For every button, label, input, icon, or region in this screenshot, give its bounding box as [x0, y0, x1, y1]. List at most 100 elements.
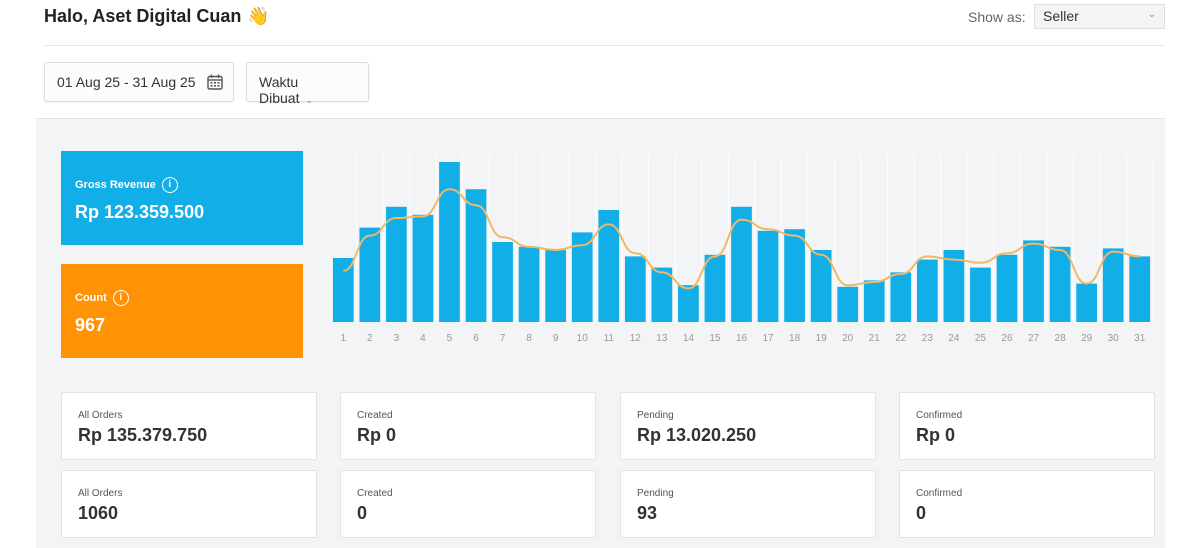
stat-card-value: 0: [916, 503, 927, 523]
bar-day-19[interactable]: [810, 250, 832, 322]
info-icon[interactable]: i: [112, 290, 129, 306]
x-tick-label: 3: [394, 333, 400, 344]
bar-day-30[interactable]: [1102, 248, 1124, 322]
stat-card-pending-revenue: Pending Rp 13.020.250: [620, 392, 876, 460]
stat-card-value: Rp 13.020.250: [637, 425, 757, 445]
daily-chart: 1 2 3 4 5 6 7 8 9 10 11 12 13 14 15 16 17 18 19 20 21 22 23 24 2…: [330, 155, 1153, 344]
stat-card-label: All Orders: [78, 488, 123, 499]
bar-day-13[interactable]: [651, 267, 673, 322]
bar-day-15[interactable]: [704, 254, 726, 322]
page-header: Halo, Aset Digital Cuan 👋 Show as: Seller…: [44, 0, 1165, 46]
chevron-down-icon: ⌄: [1147, 9, 1156, 20]
x-tick-label: 12: [630, 333, 642, 344]
stat-card-value: 0: [357, 503, 368, 523]
time-basis-select[interactable]: Waktu Dibuat ⌄: [246, 62, 369, 106]
bar-day-22[interactable]: [890, 272, 912, 322]
date-range-picker[interactable]: 01 Aug 25 - 31 Aug 25: [44, 62, 234, 102]
bar-day-20[interactable]: [837, 286, 859, 322]
x-tick-label: 6: [473, 333, 479, 344]
x-tick-label: 5: [447, 333, 453, 344]
bar-day-12[interactable]: [624, 256, 646, 322]
x-tick-label: 15: [709, 333, 721, 344]
stat-card-value: Rp 0: [357, 425, 397, 445]
bar-day-2[interactable]: [359, 227, 381, 322]
x-tick-label: 7: [500, 333, 506, 344]
wave-emoji: 👋: [247, 6, 270, 27]
x-tick-label: 31: [1134, 333, 1146, 344]
bar-day-8[interactable]: [518, 246, 540, 322]
count-label: Count: [75, 291, 107, 304]
count-card[interactable]: Count i 967: [61, 264, 303, 358]
stat-card-label: Confirmed: [916, 410, 963, 421]
x-tick-label: 21: [869, 333, 881, 344]
show-as-label: Show as:: [968, 9, 1026, 25]
x-tick-label: 4: [420, 333, 426, 344]
bar-day-9[interactable]: [545, 250, 567, 322]
bar-day-5[interactable]: [439, 162, 460, 322]
calendar-icon: [207, 74, 223, 90]
x-tick-label: 29: [1081, 333, 1093, 344]
stat-card-label: Created: [357, 488, 393, 499]
stat-card-confirmed-count: Confirmed 0: [899, 470, 1155, 538]
role-select[interactable]: Seller ⌄: [1034, 4, 1165, 29]
x-tick-label: 19: [816, 333, 828, 344]
bar-day-16[interactable]: [731, 206, 752, 322]
x-tick-label: 23: [922, 333, 934, 344]
bar-day-28[interactable]: [1049, 246, 1071, 322]
bar-day-23[interactable]: [916, 259, 938, 322]
gross-revenue-card[interactable]: Gross Revenue i Rp 123.359.500: [61, 151, 303, 245]
stat-card-value: Rp 135.379.750: [78, 425, 208, 445]
x-tick-label: 30: [1108, 333, 1120, 344]
bar-day-25[interactable]: [970, 267, 991, 322]
stat-card-all-orders-count: All Orders 1060: [61, 470, 317, 538]
x-tick-label: 27: [1028, 333, 1040, 344]
bar-day-4[interactable]: [412, 214, 434, 322]
bar-day-26[interactable]: [996, 254, 1018, 322]
greeting-text: Halo, Aset Digital Cuan: [44, 6, 242, 26]
chevron-down-icon: ⌄: [305, 95, 314, 105]
x-tick-label: 9: [553, 333, 559, 344]
stat-card-value: 1060: [78, 503, 119, 523]
x-tick-label: 10: [577, 333, 589, 344]
x-tick-label: 16: [736, 333, 748, 344]
role-select-value: Seller: [1043, 8, 1079, 24]
stat-card-label: Confirmed: [916, 488, 963, 499]
info-icon[interactable]: i: [161, 177, 178, 193]
x-tick-label: 8: [526, 333, 532, 344]
stat-card-value: 93: [637, 503, 658, 523]
gross-revenue-value: Rp 123.359.500: [75, 202, 205, 222]
x-tick-label: 28: [1055, 333, 1067, 344]
stat-card-label: Pending: [637, 488, 674, 499]
x-tick-label: 18: [789, 333, 801, 344]
bar-day-31[interactable]: [1129, 256, 1151, 322]
x-tick-label: 11: [604, 333, 615, 344]
x-tick-label: 1: [340, 333, 346, 344]
bar-day-1[interactable]: [332, 258, 354, 322]
x-tick-label: 20: [842, 333, 854, 344]
x-tick-label: 17: [762, 333, 774, 344]
gross-revenue-label: Gross Revenue: [75, 178, 156, 191]
x-tick-label: 14: [683, 333, 695, 344]
stat-card-label: Created: [357, 410, 393, 421]
stat-card-created-count: Created 0: [340, 470, 596, 538]
bar-day-14[interactable]: [678, 285, 699, 322]
bar-day-11[interactable]: [598, 210, 620, 322]
time-basis-value: Waktu Dibuat: [259, 74, 300, 106]
date-range-value: 01 Aug 25 - 31 Aug 25: [57, 74, 196, 90]
greeting-title: Halo, Aset Digital Cuan 👋: [44, 6, 270, 27]
x-tick-label: 24: [948, 333, 960, 344]
bar-day-24[interactable]: [943, 250, 965, 322]
x-tick-label: 13: [656, 333, 668, 344]
bar-day-10[interactable]: [571, 232, 593, 322]
bar-day-18[interactable]: [784, 229, 805, 322]
bar-day-6[interactable]: [465, 189, 487, 322]
count-label-row: Count i: [75, 290, 129, 306]
bar-day-17[interactable]: [757, 230, 779, 322]
bar-day-7[interactable]: [492, 242, 513, 322]
bar-day-21[interactable]: [863, 280, 885, 322]
count-value: 967: [75, 315, 106, 335]
bar-day-27[interactable]: [1023, 240, 1044, 322]
bar-day-3[interactable]: [386, 206, 407, 322]
dashboard-panel: Gross Revenue i Rp 123.359.500 Count i 967…: [36, 118, 1165, 548]
bar-day-29[interactable]: [1076, 283, 1097, 322]
